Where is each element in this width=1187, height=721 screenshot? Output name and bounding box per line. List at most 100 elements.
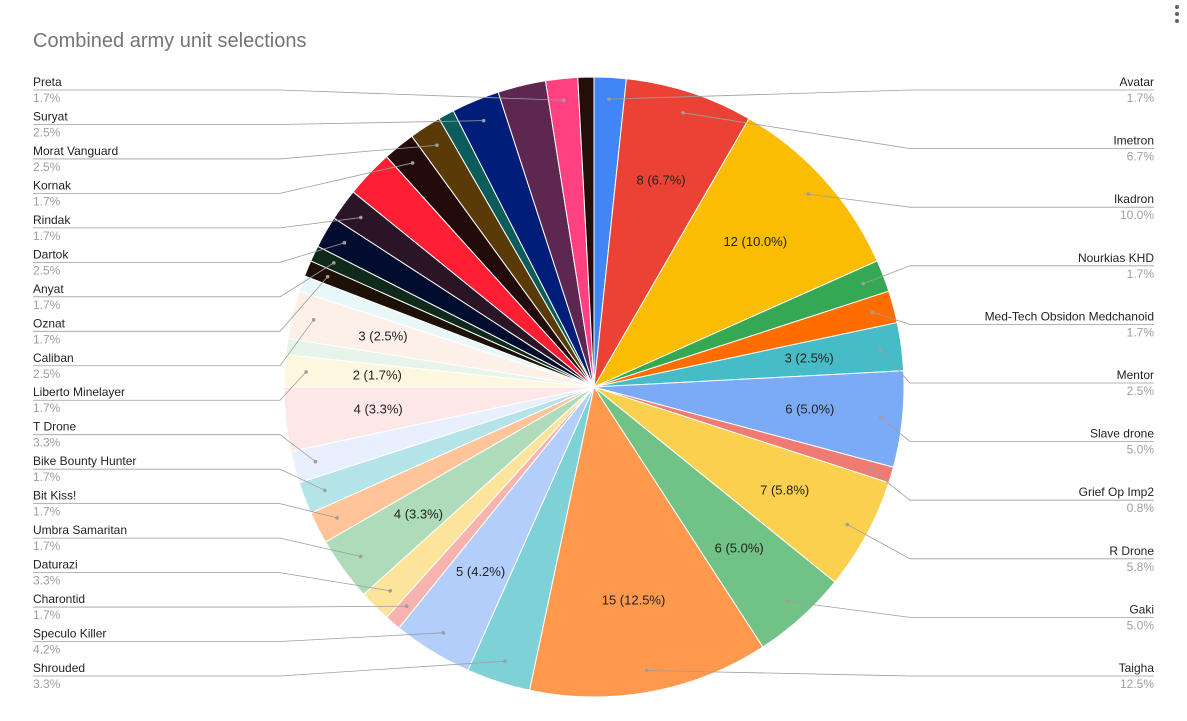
- legend-label: Liberto Minelayer: [33, 385, 125, 399]
- leader-dot: [331, 261, 336, 265]
- leader-dot: [388, 589, 392, 593]
- legend-label: Umbra Samaritan: [33, 523, 127, 537]
- legend-percent: 4.2%: [33, 643, 61, 657]
- legend-percent: 1.7%: [33, 229, 61, 243]
- leader-line: [33, 120, 484, 125]
- slice-value-label: 6 (5.0%): [785, 402, 834, 417]
- legend-percent: 3.3%: [33, 436, 61, 450]
- leader-dot: [681, 111, 685, 115]
- leader-line: [33, 537, 361, 557]
- leader-line: [33, 242, 345, 263]
- leader-line: [33, 262, 334, 298]
- legend-label: Suryat: [33, 109, 68, 123]
- leader-dot: [868, 467, 873, 471]
- leader-line: [808, 193, 1154, 208]
- legend-label: Preta: [33, 75, 62, 89]
- leader-dot: [644, 668, 649, 673]
- leader-line: [880, 416, 1154, 443]
- legend-percent: 2.5%: [33, 125, 61, 139]
- pie-slice-taigha[interactable]: [528, 385, 764, 698]
- slice-value-label: 12 (10.0%): [723, 234, 787, 249]
- legend-percent: 1.7%: [33, 194, 61, 208]
- leader-dot: [845, 522, 850, 527]
- legend-percent: 5.8%: [1127, 560, 1155, 574]
- leader-dot: [335, 516, 339, 520]
- leader-dot: [785, 599, 789, 604]
- chart-title: Combined army unit selections: [33, 30, 307, 52]
- leader-line: [847, 524, 1154, 560]
- more-options-icon[interactable]: [1170, 3, 1184, 25]
- legend-label: Grief Op Imp2: [1079, 485, 1155, 499]
- leader-line: [33, 468, 326, 491]
- leader-line: [33, 605, 407, 608]
- legend-label: Taigha: [1119, 661, 1155, 675]
- leader-dot: [607, 97, 611, 101]
- leader-dot: [806, 192, 811, 196]
- legend-label: Gaki: [1129, 602, 1154, 616]
- slice-value-label: 5 (4.2%): [456, 564, 505, 579]
- legend-label: Oznat: [33, 316, 66, 330]
- legend-percent: 10.0%: [1120, 208, 1154, 222]
- legend-percent: 1.7%: [33, 539, 61, 553]
- leader-line: [33, 162, 413, 194]
- leader-line: [870, 468, 1154, 501]
- leader-line: [33, 503, 338, 519]
- legend-label: Avatar: [1120, 75, 1154, 89]
- legend-percent: 3.3%: [33, 574, 61, 588]
- legend-label: Bit Kiss!: [33, 489, 76, 503]
- leader-line: [33, 632, 444, 642]
- legend-percent: 2.5%: [1127, 384, 1155, 398]
- legend-label: Daturazi: [33, 558, 78, 572]
- legend-percent: 5.0%: [1127, 618, 1155, 632]
- legend-percent: 1.7%: [33, 470, 61, 484]
- legend-label: Morat Vanguard: [33, 144, 118, 158]
- pie-slice-ikadron[interactable]: [592, 117, 878, 389]
- legend-percent: 0.8%: [1127, 501, 1155, 515]
- leader-dot: [325, 274, 330, 279]
- pie-slice-imetron[interactable]: [593, 78, 750, 388]
- leader-dot: [323, 488, 327, 493]
- leader-dot: [503, 659, 507, 663]
- leader-line: [33, 371, 307, 401]
- leader-line: [33, 276, 328, 332]
- legend-label: Anyat: [33, 282, 64, 296]
- legend-label: Bike Bounty Hunter: [33, 454, 136, 468]
- leader-line: [786, 600, 1154, 618]
- leader-dot: [304, 370, 308, 374]
- slice-value-label: 7 (5.8%): [760, 483, 809, 498]
- leader-dot: [870, 310, 875, 315]
- leader-dot: [435, 143, 439, 148]
- legend-percent: 1.7%: [33, 91, 61, 105]
- legend-percent: 1.7%: [33, 401, 61, 415]
- legend-percent: 2.5%: [33, 160, 61, 174]
- legend-percent: 5.0%: [1127, 443, 1155, 457]
- leader-line: [863, 265, 1154, 285]
- legend-percent: 1.7%: [33, 332, 61, 346]
- leader-dot: [358, 554, 363, 559]
- slice-value-label: 6 (5.0%): [715, 540, 764, 555]
- leader-line: [879, 349, 1154, 384]
- leader-line: [609, 89, 1154, 100]
- leader-dot: [358, 215, 363, 220]
- legend-label: Dartok: [33, 247, 69, 261]
- legend-percent: 2.5%: [33, 263, 61, 277]
- leader-dot: [562, 98, 566, 103]
- pie-slice-35[interactable]: [577, 76, 595, 388]
- legend-percent: 3.3%: [33, 677, 61, 691]
- legend-label: Ikadron: [1114, 192, 1154, 206]
- leader-dot: [861, 281, 865, 286]
- slice-value-label: 3 (2.5%): [785, 351, 834, 366]
- pie-slices: [283, 76, 905, 698]
- legend-label: Med-Tech Obsidon Medchanoid: [985, 309, 1154, 323]
- leader-line: [33, 144, 438, 160]
- legend-percent: 1.7%: [1127, 267, 1155, 281]
- slice-value-label: 4 (3.3%): [354, 402, 403, 417]
- leader-dot: [313, 459, 318, 464]
- leader-dot: [342, 241, 347, 245]
- legend-percent: 1.7%: [33, 608, 61, 622]
- legend-percent: 1.7%: [1127, 325, 1155, 339]
- slice-value-label: 3 (2.5%): [358, 328, 407, 343]
- slice-labels: 8 (6.7%) 12 (10.0%) 3 (2.5%) 6 (5.0%) 7 (5.8…: [33, 75, 1154, 691]
- legend-percent: 6.7%: [1127, 150, 1155, 164]
